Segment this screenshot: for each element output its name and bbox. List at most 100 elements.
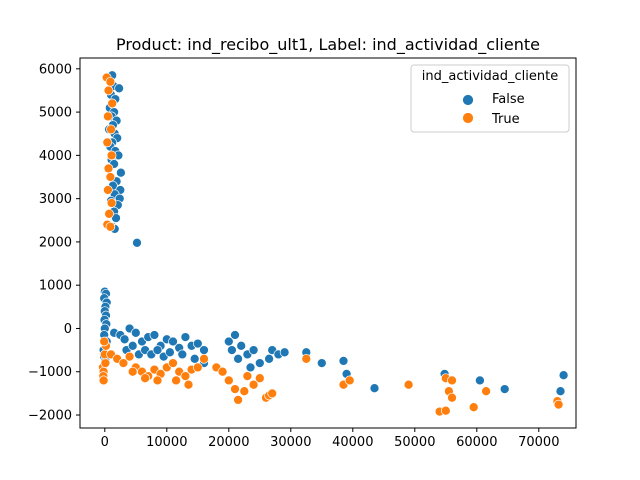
x-tick-label: 70000 bbox=[518, 435, 559, 450]
data-point bbox=[106, 198, 117, 208]
data-point bbox=[119, 334, 130, 345]
data-point bbox=[180, 332, 191, 342]
legend-title: ind_actividad_cliente bbox=[422, 69, 558, 84]
data-point bbox=[475, 375, 485, 386]
y-tick-label: −1000 bbox=[28, 365, 72, 380]
data-point bbox=[103, 185, 113, 195]
data-point bbox=[344, 375, 355, 386]
data-point bbox=[124, 351, 135, 362]
data-point bbox=[558, 370, 569, 381]
data-point bbox=[369, 383, 380, 394]
data-point bbox=[233, 353, 243, 364]
data-point bbox=[230, 330, 240, 340]
data-point bbox=[130, 327, 141, 338]
data-point bbox=[499, 384, 510, 394]
data-point bbox=[140, 373, 150, 384]
data-point bbox=[104, 208, 114, 219]
data-point bbox=[106, 124, 116, 135]
data-point bbox=[165, 347, 175, 358]
data-point bbox=[103, 85, 114, 96]
x-tick-label: 0 bbox=[101, 435, 109, 450]
legend-label-false: False bbox=[492, 92, 525, 107]
y-tick-label: 0 bbox=[64, 322, 72, 337]
x-tick-label: 60000 bbox=[456, 435, 497, 450]
points-layer bbox=[98, 70, 569, 417]
data-point bbox=[189, 353, 200, 364]
data-point bbox=[553, 399, 564, 410]
legend-marker-true bbox=[462, 112, 474, 124]
data-point bbox=[279, 347, 290, 358]
data-point bbox=[239, 386, 250, 397]
data-point bbox=[447, 392, 457, 403]
data-point bbox=[403, 379, 414, 390]
legend-label-true: True bbox=[491, 112, 520, 127]
data-point bbox=[447, 375, 457, 386]
data-point bbox=[199, 345, 209, 355]
chart-title: Product: ind_recibo_ult1, Label: ind_act… bbox=[116, 35, 540, 55]
data-point bbox=[99, 336, 110, 347]
data-point bbox=[223, 336, 234, 347]
data-point bbox=[103, 163, 114, 174]
data-point bbox=[152, 345, 163, 355]
data-point bbox=[171, 375, 181, 386]
data-point bbox=[132, 237, 142, 248]
data-point bbox=[301, 353, 312, 364]
data-point bbox=[105, 172, 116, 182]
data-point bbox=[149, 330, 160, 340]
legend: ind_actividad_cliente False True bbox=[410, 64, 570, 133]
data-point bbox=[242, 371, 253, 381]
data-point bbox=[177, 349, 188, 360]
data-point bbox=[103, 111, 113, 122]
y-tick-label: 6000 bbox=[39, 62, 72, 77]
data-point bbox=[127, 366, 138, 377]
data-point bbox=[468, 402, 479, 413]
data-point bbox=[236, 340, 247, 351]
x-tick-label: 50000 bbox=[394, 435, 435, 450]
data-point bbox=[223, 375, 234, 386]
data-point bbox=[105, 221, 116, 232]
x-tick-label: 40000 bbox=[332, 435, 373, 450]
data-point bbox=[98, 375, 109, 386]
data-point bbox=[264, 353, 274, 364]
data-point bbox=[254, 358, 265, 368]
data-point bbox=[111, 213, 121, 223]
x-tick-label: 10000 bbox=[146, 435, 187, 450]
data-point bbox=[481, 386, 491, 397]
y-tick-label: −2000 bbox=[28, 409, 72, 424]
y-tick-label: 4000 bbox=[39, 149, 72, 164]
data-point bbox=[100, 358, 111, 368]
data-point bbox=[267, 388, 278, 399]
data-point bbox=[217, 366, 228, 377]
y-axis-ticks: −2000 −1000 0 1000 2000 3000 4000 5000 6000 bbox=[28, 62, 80, 424]
data-point bbox=[248, 379, 259, 390]
data-point bbox=[227, 345, 237, 355]
y-tick-label: 2000 bbox=[39, 235, 72, 250]
data-point bbox=[105, 76, 116, 87]
y-tick-label: 1000 bbox=[39, 279, 72, 294]
series-true bbox=[98, 72, 564, 417]
data-point bbox=[168, 358, 178, 368]
data-point bbox=[440, 405, 451, 416]
data-point bbox=[316, 358, 327, 368]
data-point bbox=[127, 340, 138, 351]
data-point bbox=[199, 353, 209, 364]
x-tick-label: 20000 bbox=[208, 435, 249, 450]
data-point bbox=[248, 345, 259, 355]
x-tick-label: 30000 bbox=[270, 435, 311, 450]
data-point bbox=[230, 384, 240, 394]
legend-box bbox=[410, 64, 570, 133]
data-point bbox=[254, 373, 265, 384]
y-tick-label: 3000 bbox=[39, 192, 72, 207]
data-point bbox=[168, 336, 178, 347]
data-point bbox=[107, 98, 118, 109]
data-point bbox=[555, 386, 566, 397]
x-axis-ticks: 0 10000 20000 30000 40000 50000 60000 70000 bbox=[101, 428, 559, 450]
data-point bbox=[106, 150, 117, 161]
data-point bbox=[116, 167, 126, 178]
data-point bbox=[118, 358, 129, 368]
data-point bbox=[192, 362, 203, 373]
data-point bbox=[245, 362, 256, 373]
plot-frame bbox=[79, 57, 577, 429]
data-point bbox=[192, 338, 203, 349]
